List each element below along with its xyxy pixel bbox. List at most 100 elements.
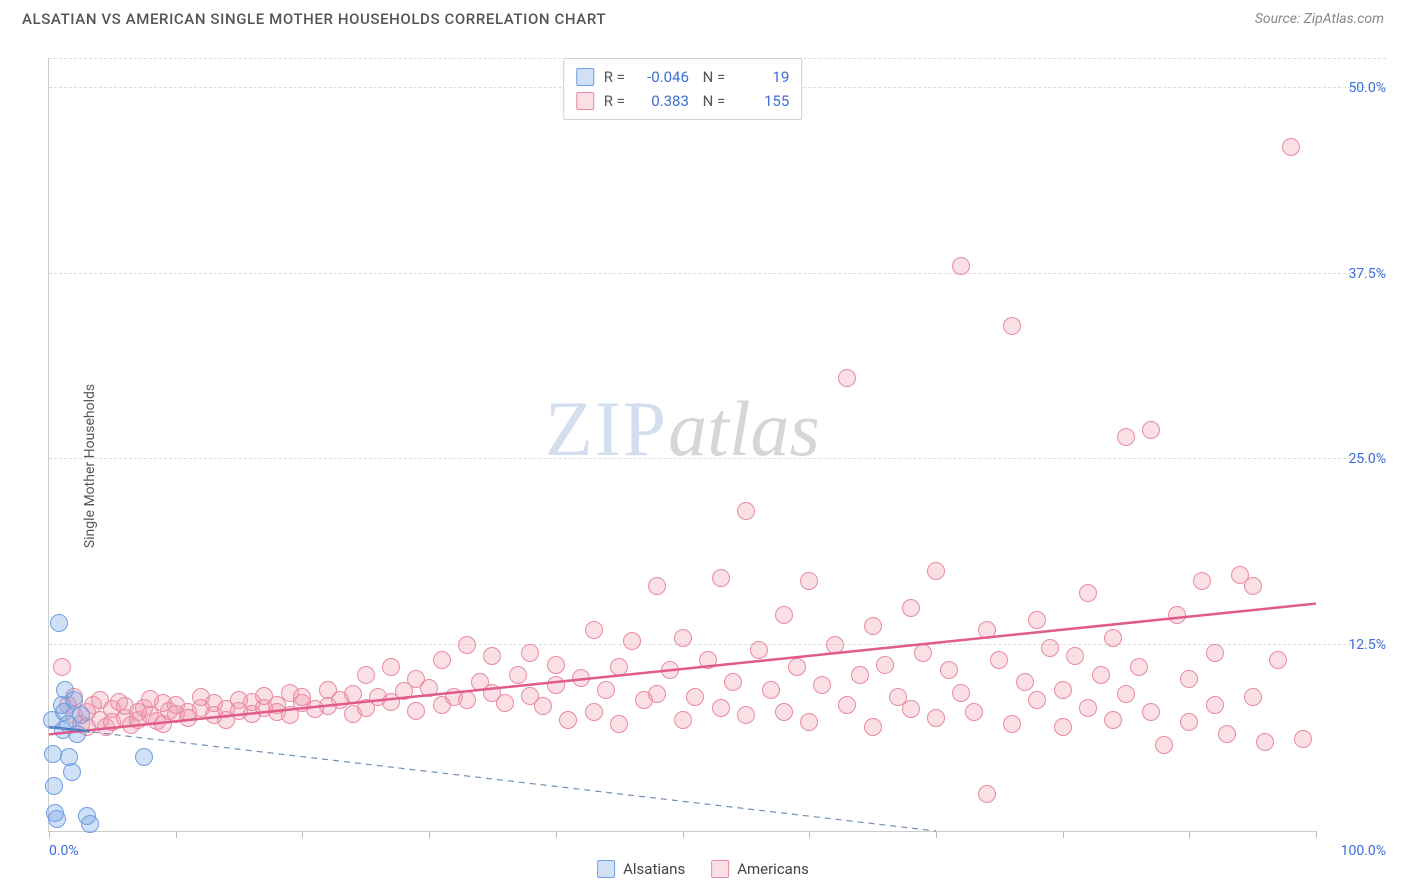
data-point-americans	[1168, 606, 1186, 624]
data-point-americans	[952, 257, 970, 275]
data-point-americans	[1003, 317, 1021, 335]
data-point-americans	[902, 700, 920, 718]
x-tick	[1189, 831, 1190, 838]
data-point-americans	[1256, 733, 1274, 751]
data-point-americans	[1028, 691, 1046, 709]
chart-header: ALSATIAN VS AMERICAN SINGLE MOTHER HOUSE…	[0, 0, 1406, 34]
data-point-americans	[800, 713, 818, 731]
plot-region: ZIPatlas R = -0.046 N = 19 R = 0.383 N =…	[48, 58, 1316, 832]
americans-r-value: 0.383	[635, 89, 689, 113]
data-point-americans	[800, 572, 818, 590]
data-point-americans	[699, 651, 717, 669]
data-point-americans	[686, 688, 704, 706]
data-point-americans	[585, 621, 603, 639]
data-point-americans	[610, 715, 628, 733]
legend-item-americans: Americans	[711, 860, 809, 878]
data-point-americans	[496, 694, 514, 712]
data-point-americans	[1244, 577, 1262, 595]
data-point-americans	[914, 644, 932, 662]
alsatians-swatch-icon	[576, 68, 594, 86]
data-point-americans	[1066, 647, 1084, 665]
x-tick	[302, 831, 303, 838]
data-point-americans	[420, 679, 438, 697]
americans-n-value: 155	[735, 89, 789, 113]
data-point-americans	[1206, 644, 1224, 662]
data-point-americans	[648, 577, 666, 595]
data-point-americans	[53, 658, 71, 676]
chart-area: Single Mother Households ZIPatlas R = -0…	[0, 40, 1406, 892]
chart-source: Source: ZipAtlas.com	[1255, 11, 1384, 27]
data-point-alsatians	[48, 810, 66, 828]
data-point-alsatians	[50, 614, 68, 632]
data-point-americans	[1028, 611, 1046, 629]
data-point-americans	[1180, 670, 1198, 688]
data-point-americans	[927, 562, 945, 580]
data-point-americans	[712, 699, 730, 717]
alsatians-legend-swatch-icon	[597, 860, 615, 878]
data-point-americans	[572, 669, 590, 687]
data-point-alsatians	[63, 763, 81, 781]
data-point-americans	[1130, 658, 1148, 676]
data-point-americans	[1054, 718, 1072, 736]
data-point-americans	[902, 599, 920, 617]
data-point-americans	[407, 702, 425, 720]
data-point-americans	[521, 644, 539, 662]
data-point-americans	[762, 681, 780, 699]
x-tick	[683, 831, 684, 838]
americans-swatch-icon	[576, 92, 594, 110]
data-point-americans	[1294, 730, 1312, 748]
data-point-americans	[775, 606, 793, 624]
data-point-americans	[1117, 685, 1135, 703]
data-point-americans	[661, 661, 679, 679]
data-point-americans	[813, 676, 831, 694]
data-point-americans	[382, 658, 400, 676]
data-point-americans	[1016, 673, 1034, 691]
alsatians-r-value: -0.046	[635, 65, 689, 89]
data-point-americans	[458, 636, 476, 654]
data-point-americans	[1079, 699, 1097, 717]
data-point-americans	[458, 691, 476, 709]
data-point-americans	[927, 709, 945, 727]
data-point-americans	[547, 656, 565, 674]
x-tick	[429, 831, 430, 838]
data-point-americans	[547, 676, 565, 694]
data-point-americans	[990, 651, 1008, 669]
data-point-americans	[952, 684, 970, 702]
data-point-americans	[610, 658, 628, 676]
data-point-alsatians	[81, 815, 99, 833]
data-point-americans	[597, 681, 615, 699]
americans-legend-label: Americans	[737, 860, 809, 878]
x-tick	[936, 831, 937, 838]
data-point-americans	[1054, 681, 1072, 699]
data-point-americans	[724, 673, 742, 691]
alsatians-n-value: 19	[735, 65, 789, 89]
data-point-americans	[509, 666, 527, 684]
data-point-americans	[1269, 651, 1287, 669]
data-point-americans	[1104, 629, 1122, 647]
data-point-americans	[534, 697, 552, 715]
data-point-americans	[965, 703, 983, 721]
data-point-americans	[674, 711, 692, 729]
data-point-americans	[1282, 138, 1300, 156]
series-legend: Alsatians Americans	[597, 860, 809, 878]
data-point-americans	[940, 661, 958, 679]
gridline-h	[49, 458, 1386, 459]
data-point-americans	[1041, 639, 1059, 657]
data-point-americans	[978, 785, 996, 803]
data-point-alsatians	[45, 777, 63, 795]
x-tick-label-left: 0.0%	[49, 843, 79, 859]
data-point-americans	[433, 651, 451, 669]
data-point-americans	[1092, 666, 1110, 684]
data-point-americans	[1206, 696, 1224, 714]
data-point-americans	[876, 656, 894, 674]
data-point-americans	[1155, 736, 1173, 754]
data-point-alsatians	[68, 725, 86, 743]
data-point-americans	[737, 502, 755, 520]
alsatians-legend-label: Alsatians	[623, 860, 685, 878]
data-point-americans	[851, 666, 869, 684]
data-point-americans	[750, 641, 768, 659]
data-point-americans	[1104, 711, 1122, 729]
data-point-americans	[1218, 725, 1236, 743]
x-tick	[1316, 831, 1317, 838]
y-tick-label: 37.5%	[1326, 266, 1386, 282]
